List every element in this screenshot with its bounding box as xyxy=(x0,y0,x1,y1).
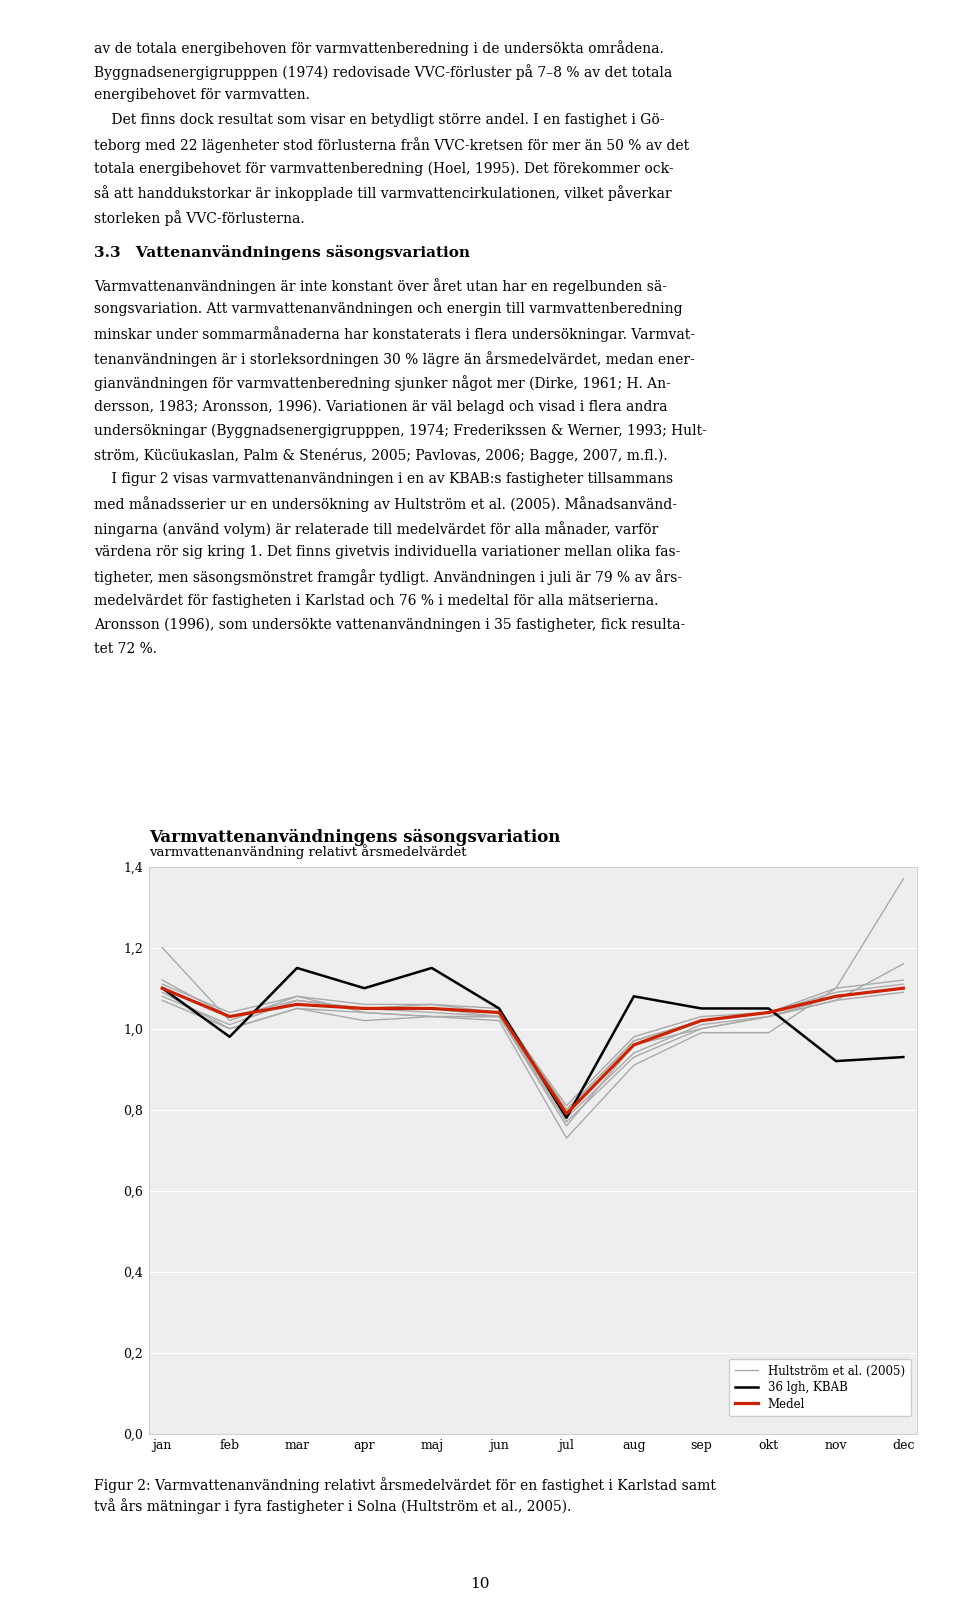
Text: dersson, 1983; Aronsson, 1996). Variationen är väl belagd och visad i flera andr: dersson, 1983; Aronsson, 1996). Variatio… xyxy=(94,400,667,413)
Text: minskar under sommarmånaderna har konstaterats i flera undersökningar. Varmvat-: minskar under sommarmånaderna har konsta… xyxy=(94,327,695,342)
Text: Figur 2: Varmvattenanvändning relativt årsmedelvärdet för en fastighet i Karlsta: Figur 2: Varmvattenanvändning relativt å… xyxy=(94,1477,716,1494)
Text: med månadsserier ur en undersökning av Hultström et al. (2005). Månadsanvänd-: med månadsserier ur en undersökning av H… xyxy=(94,496,677,512)
Text: undersökningar (Byggnadsenergigrupppen, 1974; Frederikssen & Werner, 1993; Hult-: undersökningar (Byggnadsenergigrupppen, … xyxy=(94,423,707,437)
Text: ström, Kücüukaslan, Palm & Stenérus, 2005; Pavlovas, 2006; Bagge, 2007, m.fl.).: ström, Kücüukaslan, Palm & Stenérus, 200… xyxy=(94,447,668,463)
Text: Varmvattenanvändningen är inte konstant över året utan har en regelbunden sä-: Varmvattenanvändningen är inte konstant … xyxy=(94,279,667,293)
Text: 3.3 Vattenanvändningens säsongsvariation: 3.3 Vattenanvändningens säsongsvariation xyxy=(94,245,470,259)
Text: storleken på VVC-förlusterna.: storleken på VVC-förlusterna. xyxy=(94,209,304,225)
Text: av de totala energibehoven för varmvattenberedning i de undersökta områdena.: av de totala energibehoven för varmvatte… xyxy=(94,40,663,55)
Text: tigheter, men säsongsmönstret framgår tydligt. Användningen i juli är 79 % av år: tigheter, men säsongsmönstret framgår ty… xyxy=(94,570,683,585)
Text: medelvärdet för fastigheten i Karlstad och 76 % i medeltal för alla mätserierna.: medelvärdet för fastigheten i Karlstad o… xyxy=(94,595,659,608)
Text: Varmvattenanvändningens säsongsvariation: Varmvattenanvändningens säsongsvariation xyxy=(149,828,561,846)
Text: Det finns dock resultat som visar en betydligt större andel. I en fastighet i Gö: Det finns dock resultat som visar en bet… xyxy=(94,113,664,126)
Text: 10: 10 xyxy=(470,1576,490,1591)
Text: två års mätningar i fyra fastigheter i Solna (Hultström et al., 2005).: två års mätningar i fyra fastigheter i S… xyxy=(94,1498,571,1515)
Text: gianvändningen för varmvattenberedning sjunker något mer (Dirke, 1961; H. An-: gianvändningen för varmvattenberedning s… xyxy=(94,376,671,390)
Text: totala energibehovet för varmvattenberedning (Hoel, 1995). Det förekommer ock-: totala energibehovet för varmvattenbered… xyxy=(94,162,674,175)
Text: ningarna (använd volym) är relaterade till medelvärdet för alla månader, varför: ningarna (använd volym) är relaterade ti… xyxy=(94,522,659,536)
Text: Byggnadsenergigrupppen (1974) redovisade VVC-förluster på 7–8 % av det totala: Byggnadsenergigrupppen (1974) redovisade… xyxy=(94,63,672,79)
Text: tet 72 %.: tet 72 %. xyxy=(94,642,157,656)
Text: I figur 2 visas varmvattenanvändningen i en av KBAB:s fastigheter tillsammans: I figur 2 visas varmvattenanvändningen i… xyxy=(94,473,673,486)
Text: songsvariation. Att varmvattenanvändningen och energin till varmvattenberedning: songsvariation. Att varmvattenanvändning… xyxy=(94,303,683,316)
Text: Aronsson (1996), som undersökte vattenanvändningen i 35 fastigheter, fick result: Aronsson (1996), som undersökte vattenan… xyxy=(94,617,685,632)
Text: energibehovet för varmvatten.: energibehovet för varmvatten. xyxy=(94,87,310,102)
Text: så att handdukstorkar är inkopplade till varmvattencirkulationen, vilket påverka: så att handdukstorkar är inkopplade till… xyxy=(94,186,672,201)
Text: teborg med 22 lägenheter stod förlusterna från VVC-kretsen för mer än 50 % av de: teborg med 22 lägenheter stod förlustern… xyxy=(94,138,689,152)
Text: värdena rör sig kring 1. Det finns givetvis individuella variationer mellan olik: värdena rör sig kring 1. Det finns givet… xyxy=(94,546,681,559)
Text: tenanvändningen är i storleksordningen 30 % lägre än årsmedelvärdet, medan ener-: tenanvändningen är i storleksordningen 3… xyxy=(94,352,695,366)
Text: varmvattenanvändning relativt årsmedelvärdet: varmvattenanvändning relativt årsmedelvä… xyxy=(149,844,467,859)
Legend: Hultström et al. (2005), 36 lgh, KBAB, Medel: Hultström et al. (2005), 36 lgh, KBAB, M… xyxy=(729,1359,911,1416)
